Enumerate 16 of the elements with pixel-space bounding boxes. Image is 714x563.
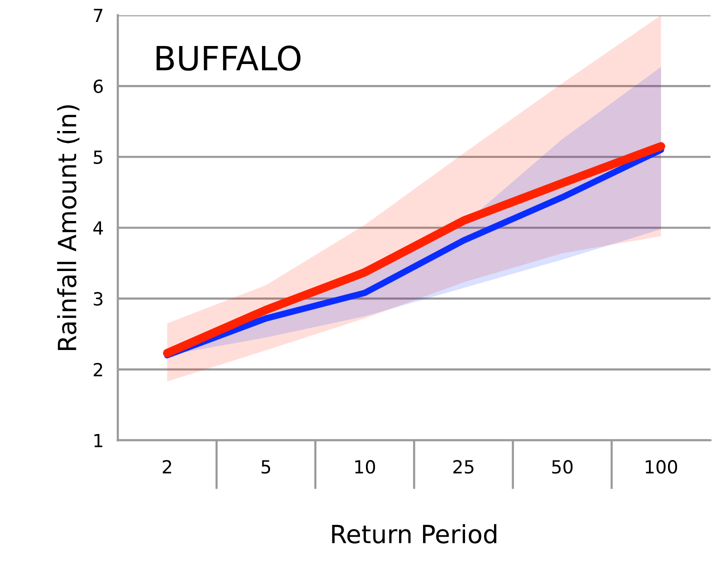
x-tick-label: 25 (453, 460, 474, 474)
y-tick-label: 2 (94, 362, 102, 376)
x-tick-label: 50 (552, 460, 573, 474)
y-tick-label: 6 (94, 80, 103, 94)
x-axis-title: Return Period (332, 524, 496, 544)
x-tick-label: 100 (646, 460, 678, 474)
x-tick-label: 2 (162, 460, 172, 474)
y-tick-label: 3 (94, 292, 102, 306)
y-tick-label: 5 (94, 150, 102, 164)
y-axis-title: Rainfall Amount (in) (57, 105, 80, 350)
y-tick-label: 4 (93, 221, 103, 235)
x-tick-label: 5 (262, 460, 270, 474)
y-tick-label: 1 (94, 434, 102, 448)
y-tick-label: 7 (94, 8, 102, 22)
x-tick-label: 10 (355, 460, 376, 474)
text: BUFFALO (156, 46, 300, 71)
